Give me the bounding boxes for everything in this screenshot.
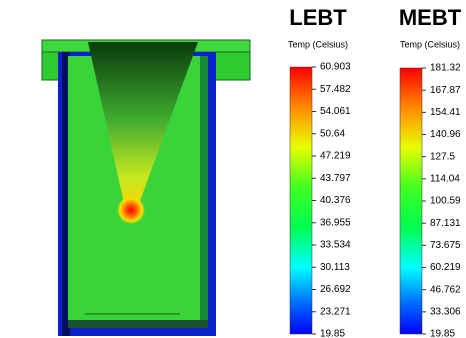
tick-label: 33.534 bbox=[320, 240, 351, 251]
legend-title: LEBT bbox=[289, 5, 347, 30]
tick-label: 154.41 bbox=[430, 107, 461, 118]
tick-label: 23.271 bbox=[320, 306, 351, 317]
tick-label: 40.376 bbox=[320, 195, 351, 206]
tick-label: 47.219 bbox=[320, 151, 351, 162]
tick-label: 114.04 bbox=[430, 173, 460, 184]
tick-label: 57.482 bbox=[320, 84, 351, 95]
legend-title: MEBT bbox=[399, 5, 462, 30]
tick-label: 127.5 bbox=[430, 151, 455, 162]
tick-label: 87.131 bbox=[430, 218, 461, 229]
tick-label: 50.64 bbox=[320, 128, 345, 139]
tick-label: 30.113 bbox=[320, 262, 350, 273]
tick-label: 19.85 bbox=[430, 329, 455, 338]
tick-label: 181.32 bbox=[430, 63, 461, 74]
tick-label: 60.903 bbox=[320, 62, 351, 73]
tick-label: 60.219 bbox=[430, 262, 461, 273]
screen: LEBT Temp (Celsius) 60.903 57.482 54.061 50.6… bbox=[0, 0, 466, 338]
tick-label: 19.85 bbox=[320, 329, 345, 338]
tick-label: 73.675 bbox=[430, 240, 461, 251]
tick-label: 100.59 bbox=[430, 196, 461, 207]
tick-label: 140.96 bbox=[430, 129, 461, 140]
color-bar bbox=[400, 68, 422, 334]
legend-unit: Temp (Celsius) bbox=[400, 39, 460, 49]
tick-label: 167.87 bbox=[430, 85, 461, 96]
simulation-image bbox=[42, 40, 250, 336]
color-bar bbox=[290, 67, 312, 334]
tick-label: 43.797 bbox=[320, 173, 351, 184]
tick-label: 33.306 bbox=[430, 306, 461, 317]
tick-label: 26.692 bbox=[320, 284, 351, 295]
tick-label: 54.061 bbox=[320, 106, 351, 117]
page: {"legends": [ {"title": "LEBT", "unit": … bbox=[0, 0, 466, 338]
tick-label: 36.955 bbox=[320, 217, 351, 228]
tick-label: 46.762 bbox=[430, 284, 461, 295]
legend-unit: Temp (Celsius) bbox=[288, 39, 348, 49]
